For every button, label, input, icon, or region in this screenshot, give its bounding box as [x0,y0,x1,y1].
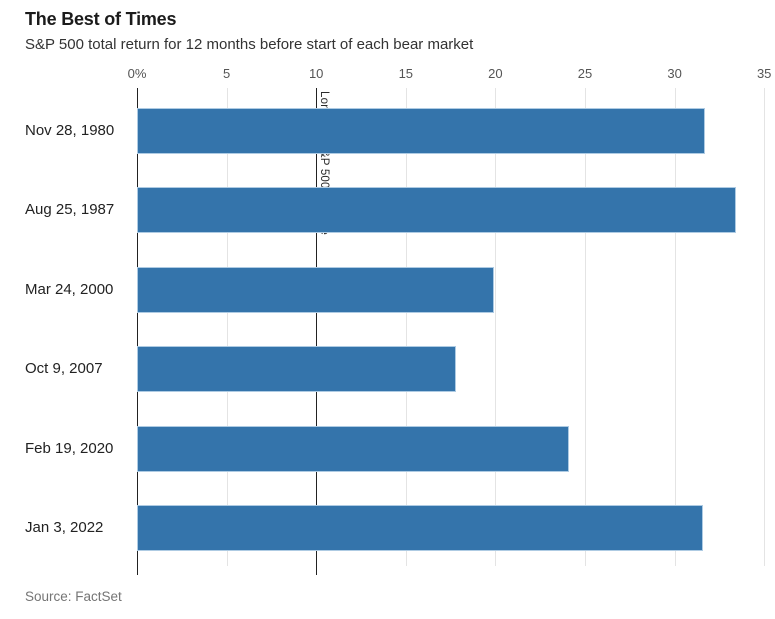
source-note: Source: FactSet [25,589,122,604]
x-tick-label: 5 [222,66,231,81]
gridline-15 [405,88,407,566]
category-label: Jan 3, 2022 [25,519,104,536]
reference-line [316,88,318,575]
category-label: Nov 28, 1980 [25,122,115,139]
plot-area: 0% 5 10 15 20 25 30 35 Long-run S&P 500 average N… [25,66,771,575]
bar [137,108,706,154]
bar [137,187,736,234]
chart-title: The Best of Times [25,9,177,29]
category-label: Aug 25, 1987 [25,201,115,219]
gridline-35 [764,88,766,566]
bar [137,346,456,393]
gridline-30 [674,88,676,566]
bar [137,425,569,472]
x-tick-label: 20 [488,66,503,81]
bar [137,505,704,551]
gridline-20 [495,88,497,566]
category-label: Oct 9, 2007 [25,360,103,378]
x-tick-label: 10 [308,66,324,81]
bar [137,266,494,313]
x-tick-label: 25 [577,66,593,81]
gridline-25 [585,88,586,566]
y-axis-line [137,88,138,575]
x-tick-label: 0% [127,66,147,81]
x-tick-label: 35 [756,66,772,81]
gridline-5 [226,88,228,566]
x-tick-label: 15 [398,66,414,81]
category-label: Feb 19, 2020 [25,439,114,457]
x-tick-label: 30 [667,66,682,81]
chart-subtitle: S&P 500 total return for 12 months befor… [25,36,474,53]
category-label: Mar 24, 2000 [25,280,114,298]
